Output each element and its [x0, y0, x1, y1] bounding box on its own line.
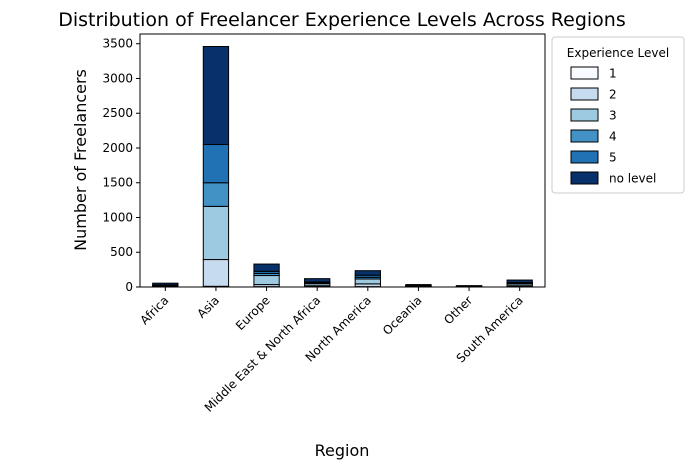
legend-swatch — [570, 108, 599, 122]
legend-swatch — [570, 171, 599, 185]
bar-segment-europe-level-3 — [253, 275, 280, 286]
bar-segment-asia-level-2 — [202, 259, 230, 287]
legend-items: 1 2 3 4 5 no level — [570, 66, 656, 186]
legend: Experience Level 1 2 3 4 5 no level — [551, 36, 685, 194]
x-tick-label: Asia — [194, 293, 222, 321]
legend-entry-label: 2 — [609, 88, 617, 102]
y-tick-label: 3000 — [102, 71, 133, 85]
legend-entry-label: 4 — [609, 130, 617, 144]
legend-entry-label: 1 — [609, 67, 617, 81]
x-axis-label: Region — [315, 441, 370, 460]
y-axis: 0 500 1000 1500 2000 2500 3000 3500 — [102, 37, 140, 294]
legend-swatch — [570, 150, 599, 164]
legend-entry-label: 3 — [609, 109, 617, 123]
bar-segment-other-level-no-level — [455, 285, 483, 287]
bar-segment-south-america-level-no-level — [506, 279, 533, 283]
legend-swatch — [570, 66, 599, 80]
y-tick-label: 500 — [110, 245, 133, 259]
y-tick-label: 1500 — [102, 176, 133, 190]
bar-segment-asia-level-4 — [202, 182, 230, 207]
bar-segment-africa-level-no-level — [152, 282, 179, 286]
bar-segment-europe-level-no-level — [253, 263, 280, 272]
x-tick-label: Oceania — [380, 293, 425, 338]
legend-entry-label: no level — [609, 172, 656, 186]
bar-segment-north-america-level-no-level — [354, 270, 381, 276]
legend-swatch — [570, 129, 599, 143]
y-tick-label: 3500 — [102, 37, 133, 51]
bar-segment-middle-east-north-africa-level-no-level — [304, 278, 331, 283]
y-axis-label: Number of Freelancers — [71, 69, 90, 251]
bars-group — [152, 46, 533, 288]
y-tick-label: 2500 — [102, 106, 133, 120]
bar-segment-oceania-level-no-level — [405, 284, 432, 287]
y-tick-label: 2000 — [102, 141, 133, 155]
plot-frame — [139, 33, 546, 288]
x-tick-label: Europe — [233, 293, 273, 333]
bar-segment-asia-level-no-level — [202, 46, 230, 146]
y-tick-label: 0 — [125, 280, 133, 294]
bar-segment-asia-level-5 — [202, 144, 230, 184]
x-tick-label: Other — [441, 293, 475, 327]
y-tick-label: 1000 — [102, 210, 133, 224]
bar-segment-north-america-level-3 — [354, 278, 381, 285]
bar-segment-asia-level-3 — [202, 205, 230, 261]
x-tick-label: Africa — [137, 293, 171, 327]
legend-entry-label: 5 — [609, 151, 617, 165]
legend-swatch — [570, 87, 599, 101]
chart-title: Distribution of Freelancer Experience Le… — [58, 9, 626, 31]
legend-title: Experience Level — [567, 46, 669, 60]
